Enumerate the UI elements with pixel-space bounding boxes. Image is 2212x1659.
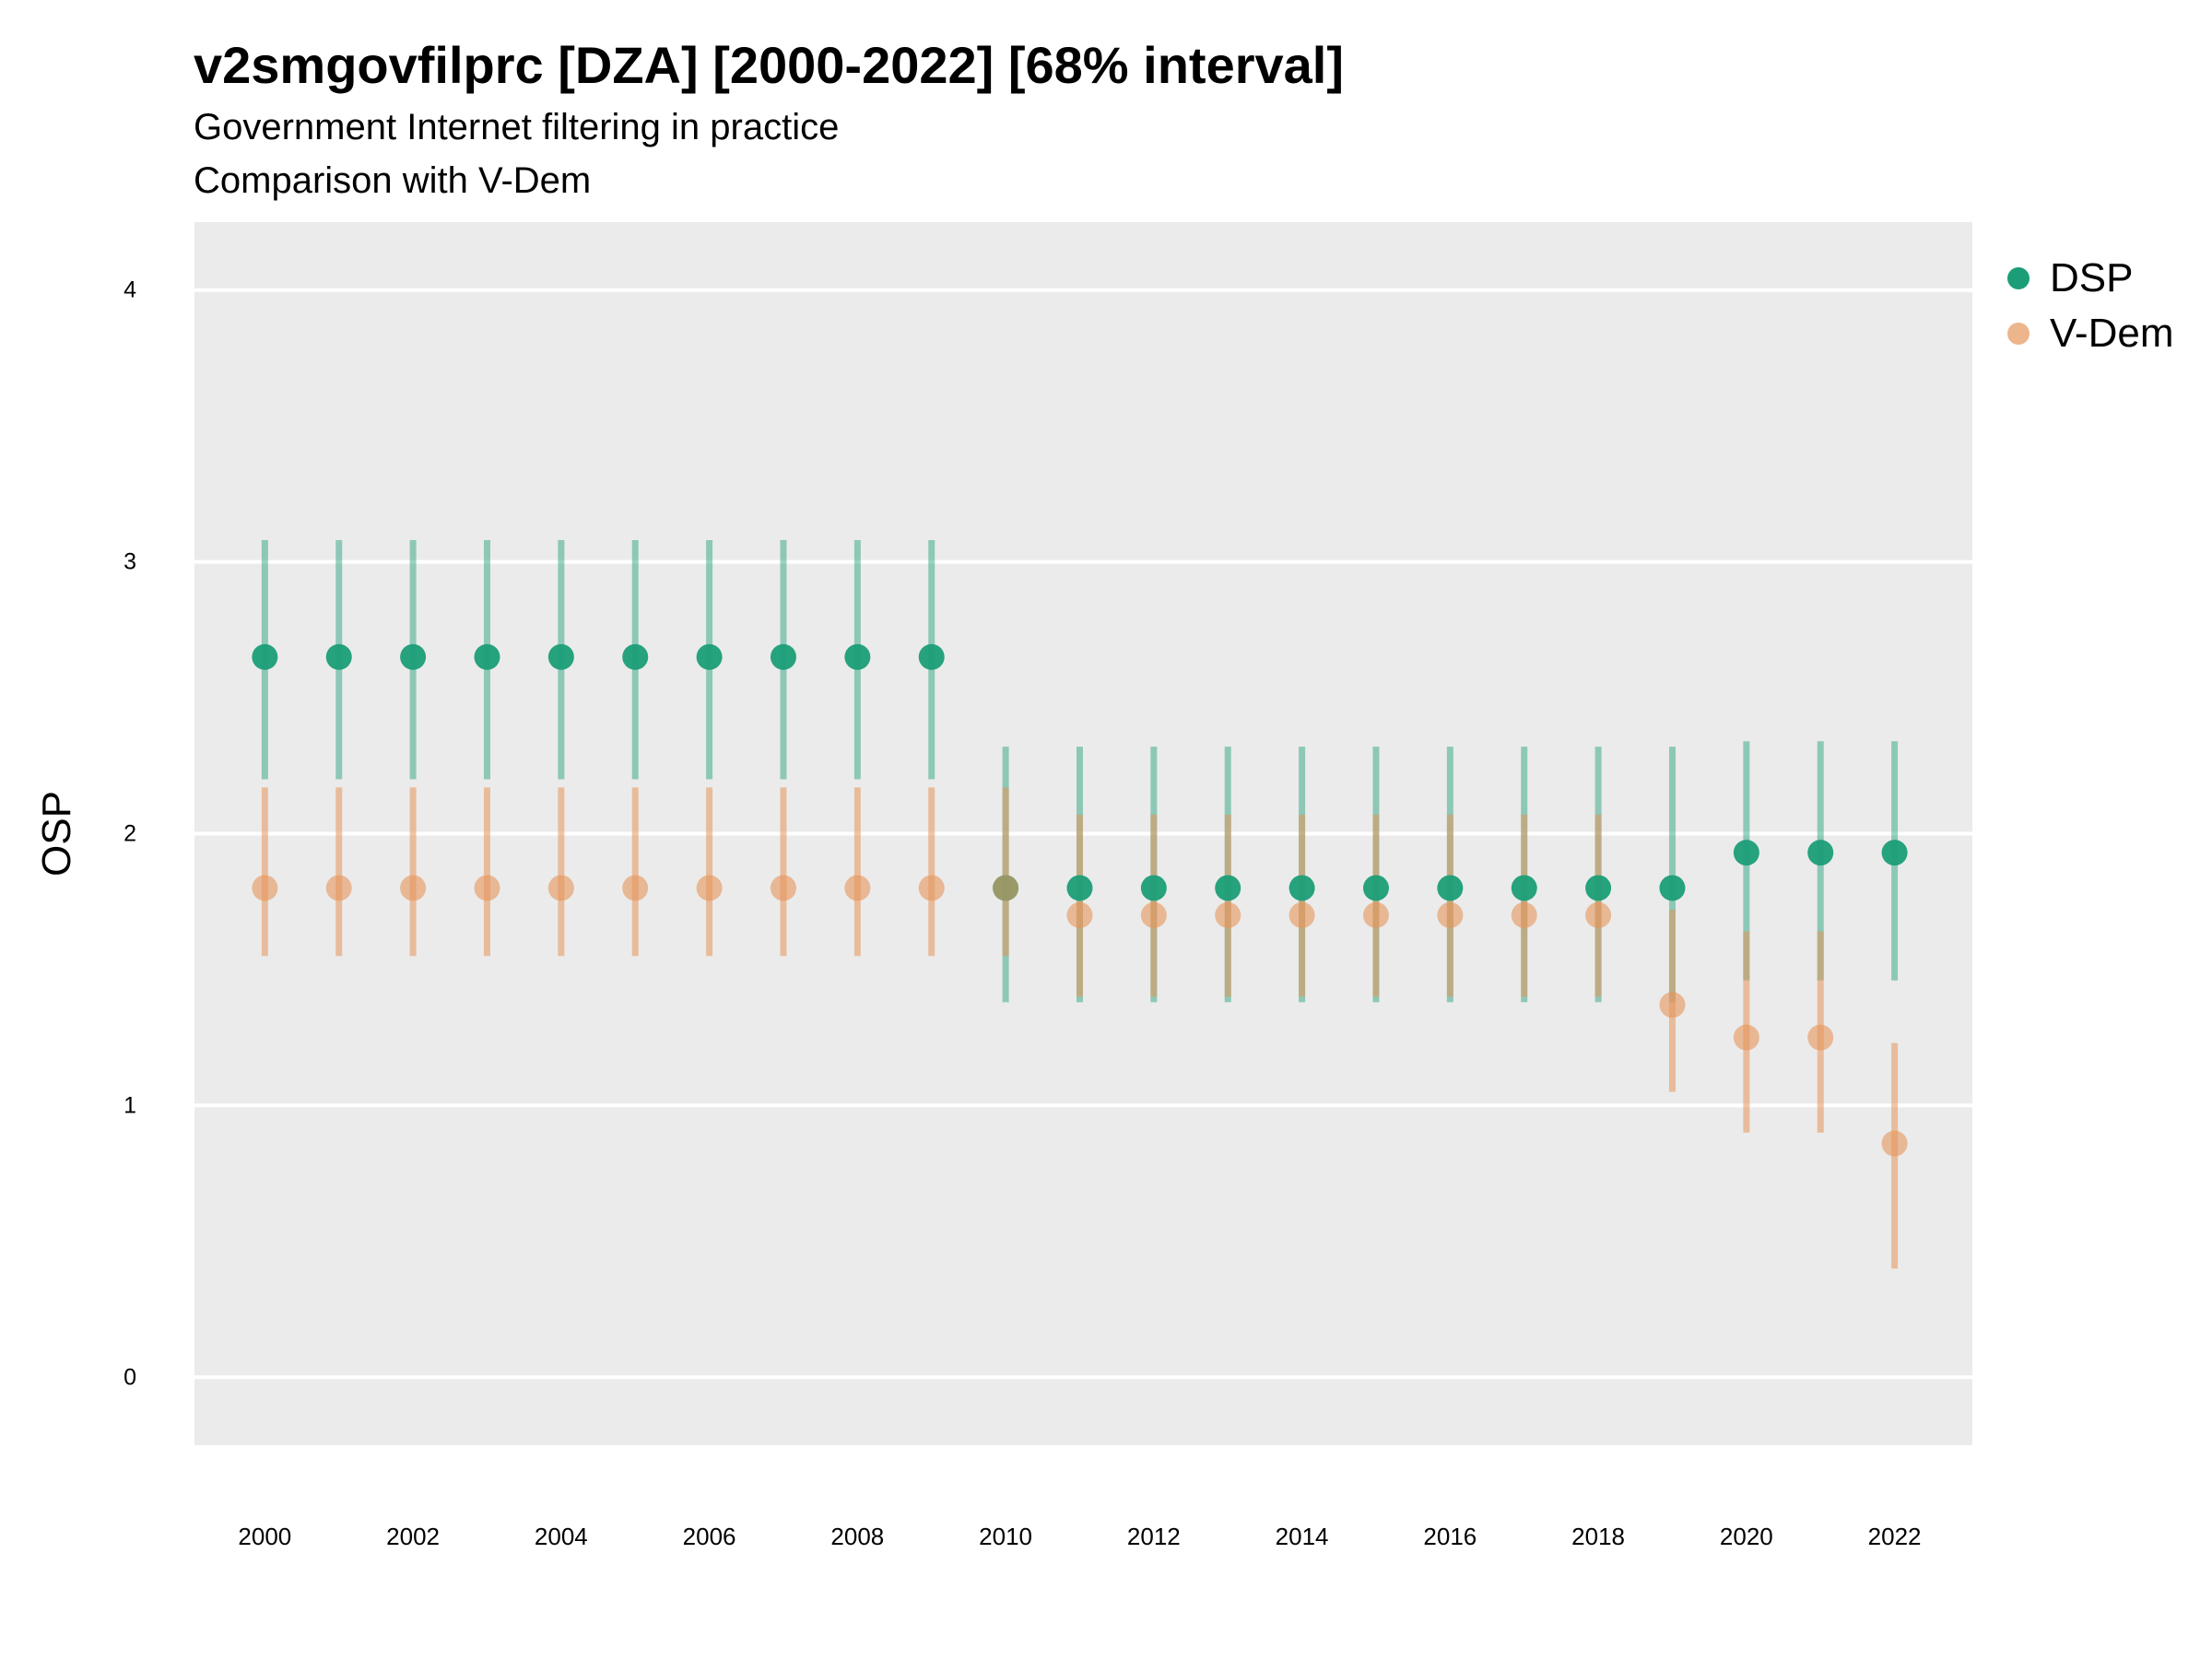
point-vdem-2017 (1511, 901, 1537, 928)
point-dsp-2003 (474, 643, 500, 670)
legend-item-vdem: V-Dem (2000, 306, 2173, 361)
point-dsp-2013 (1215, 875, 1241, 901)
point-dsp-2007 (770, 643, 796, 670)
point-dsp-2018 (1585, 875, 1612, 901)
x-tick-label-2010: 2010 (979, 1523, 1032, 1550)
point-dsp-2009 (918, 643, 945, 670)
y-tick-label-1: 1 (124, 1092, 136, 1118)
chart-title: v2smgovfilprc [DZA] [2000-2022] [68% int… (194, 36, 1344, 94)
x-tick-label-2008: 2008 (830, 1523, 884, 1550)
point-dsp-2005 (622, 643, 649, 670)
y-tick-label-4: 4 (124, 277, 136, 303)
point-dsp-2022 (1881, 840, 1908, 866)
point-dsp-2021 (1807, 840, 1834, 866)
point-dsp-2011 (1066, 875, 1093, 901)
gridlines (194, 288, 1972, 1380)
point-dsp-2019 (1659, 875, 1686, 901)
legend-label-vdem: V-Dem (2050, 311, 2174, 356)
point-vdem-2020 (1733, 1024, 1759, 1051)
y-tick-label-3: 3 (124, 549, 136, 575)
point-vdem-2007 (770, 875, 796, 901)
y-tick-label-2: 2 (124, 821, 136, 847)
legend-swatch-dsp (2007, 267, 2030, 289)
x-tick-label-2006: 2006 (683, 1523, 736, 1550)
point-vdem-2011 (1066, 901, 1093, 928)
point-vdem-2005 (622, 875, 649, 901)
point-dsp-2006 (696, 643, 723, 670)
y-axis-label: OSP (34, 791, 79, 877)
point-vdem-2008 (844, 875, 871, 901)
x-tick-label-2004: 2004 (535, 1523, 588, 1550)
point-vdem-2012 (1140, 901, 1167, 928)
point-dsp-2016 (1437, 875, 1464, 901)
point-vdem-2004 (547, 875, 574, 901)
point-vdem-2019 (1659, 992, 1686, 1018)
point-vdem-2002 (400, 875, 427, 901)
point-dsp-2001 (325, 643, 352, 670)
point-vdem-2006 (696, 875, 723, 901)
point-vdem-2016 (1437, 901, 1464, 928)
data-points (252, 643, 1908, 1157)
point-dsp-2004 (547, 643, 574, 670)
legend: DSP V-Dem (2000, 251, 2173, 361)
point-dsp-2000 (252, 643, 278, 670)
x-tick-labels: 2000 2002 2004 2006 2008 2010 2012 2014 2016 2018… (238, 1523, 1921, 1550)
x-tick-label-2012: 2012 (1127, 1523, 1181, 1550)
x-tick-label-2018: 2018 (1571, 1523, 1625, 1550)
x-tick-label-2014: 2014 (1276, 1523, 1329, 1550)
point-vdem-2018 (1585, 901, 1612, 928)
point-vdem-2003 (474, 875, 500, 901)
point-vdem-2021 (1807, 1024, 1834, 1051)
legend-label-dsp: DSP (2050, 255, 2134, 300)
legend-item-dsp: DSP (2000, 251, 2173, 306)
chart-caption: Comparison with V-Dem (194, 160, 592, 201)
point-dsp-2014 (1288, 875, 1315, 901)
x-tick-label-2020: 2020 (1720, 1523, 1773, 1550)
point-vdem-2010 (993, 875, 1019, 901)
legend-swatch-vdem (2007, 323, 2030, 345)
point-dsp-2017 (1511, 875, 1537, 901)
y-tick-labels: 0 1 2 3 4 (124, 277, 136, 1391)
y-tick-label-0: 0 (124, 1364, 136, 1390)
point-vdem-2000 (252, 875, 278, 901)
point-vdem-2022 (1881, 1130, 1908, 1157)
point-dsp-2012 (1140, 875, 1167, 901)
point-vdem-2015 (1362, 901, 1389, 928)
x-tick-label-2000: 2000 (238, 1523, 291, 1550)
point-dsp-2015 (1362, 875, 1389, 901)
point-vdem-2014 (1288, 901, 1315, 928)
point-dsp-2020 (1733, 840, 1759, 866)
point-dsp-2008 (844, 643, 871, 670)
point-vdem-2009 (918, 875, 945, 901)
chart-subtitle: Government Internet filtering in practic… (194, 107, 840, 147)
x-tick-label-2002: 2002 (386, 1523, 440, 1550)
x-tick-label-2016: 2016 (1423, 1523, 1477, 1550)
point-dsp-2002 (400, 643, 427, 670)
x-tick-label-2022: 2022 (1868, 1523, 1922, 1550)
point-vdem-2001 (325, 875, 352, 901)
point-vdem-2013 (1215, 901, 1241, 928)
